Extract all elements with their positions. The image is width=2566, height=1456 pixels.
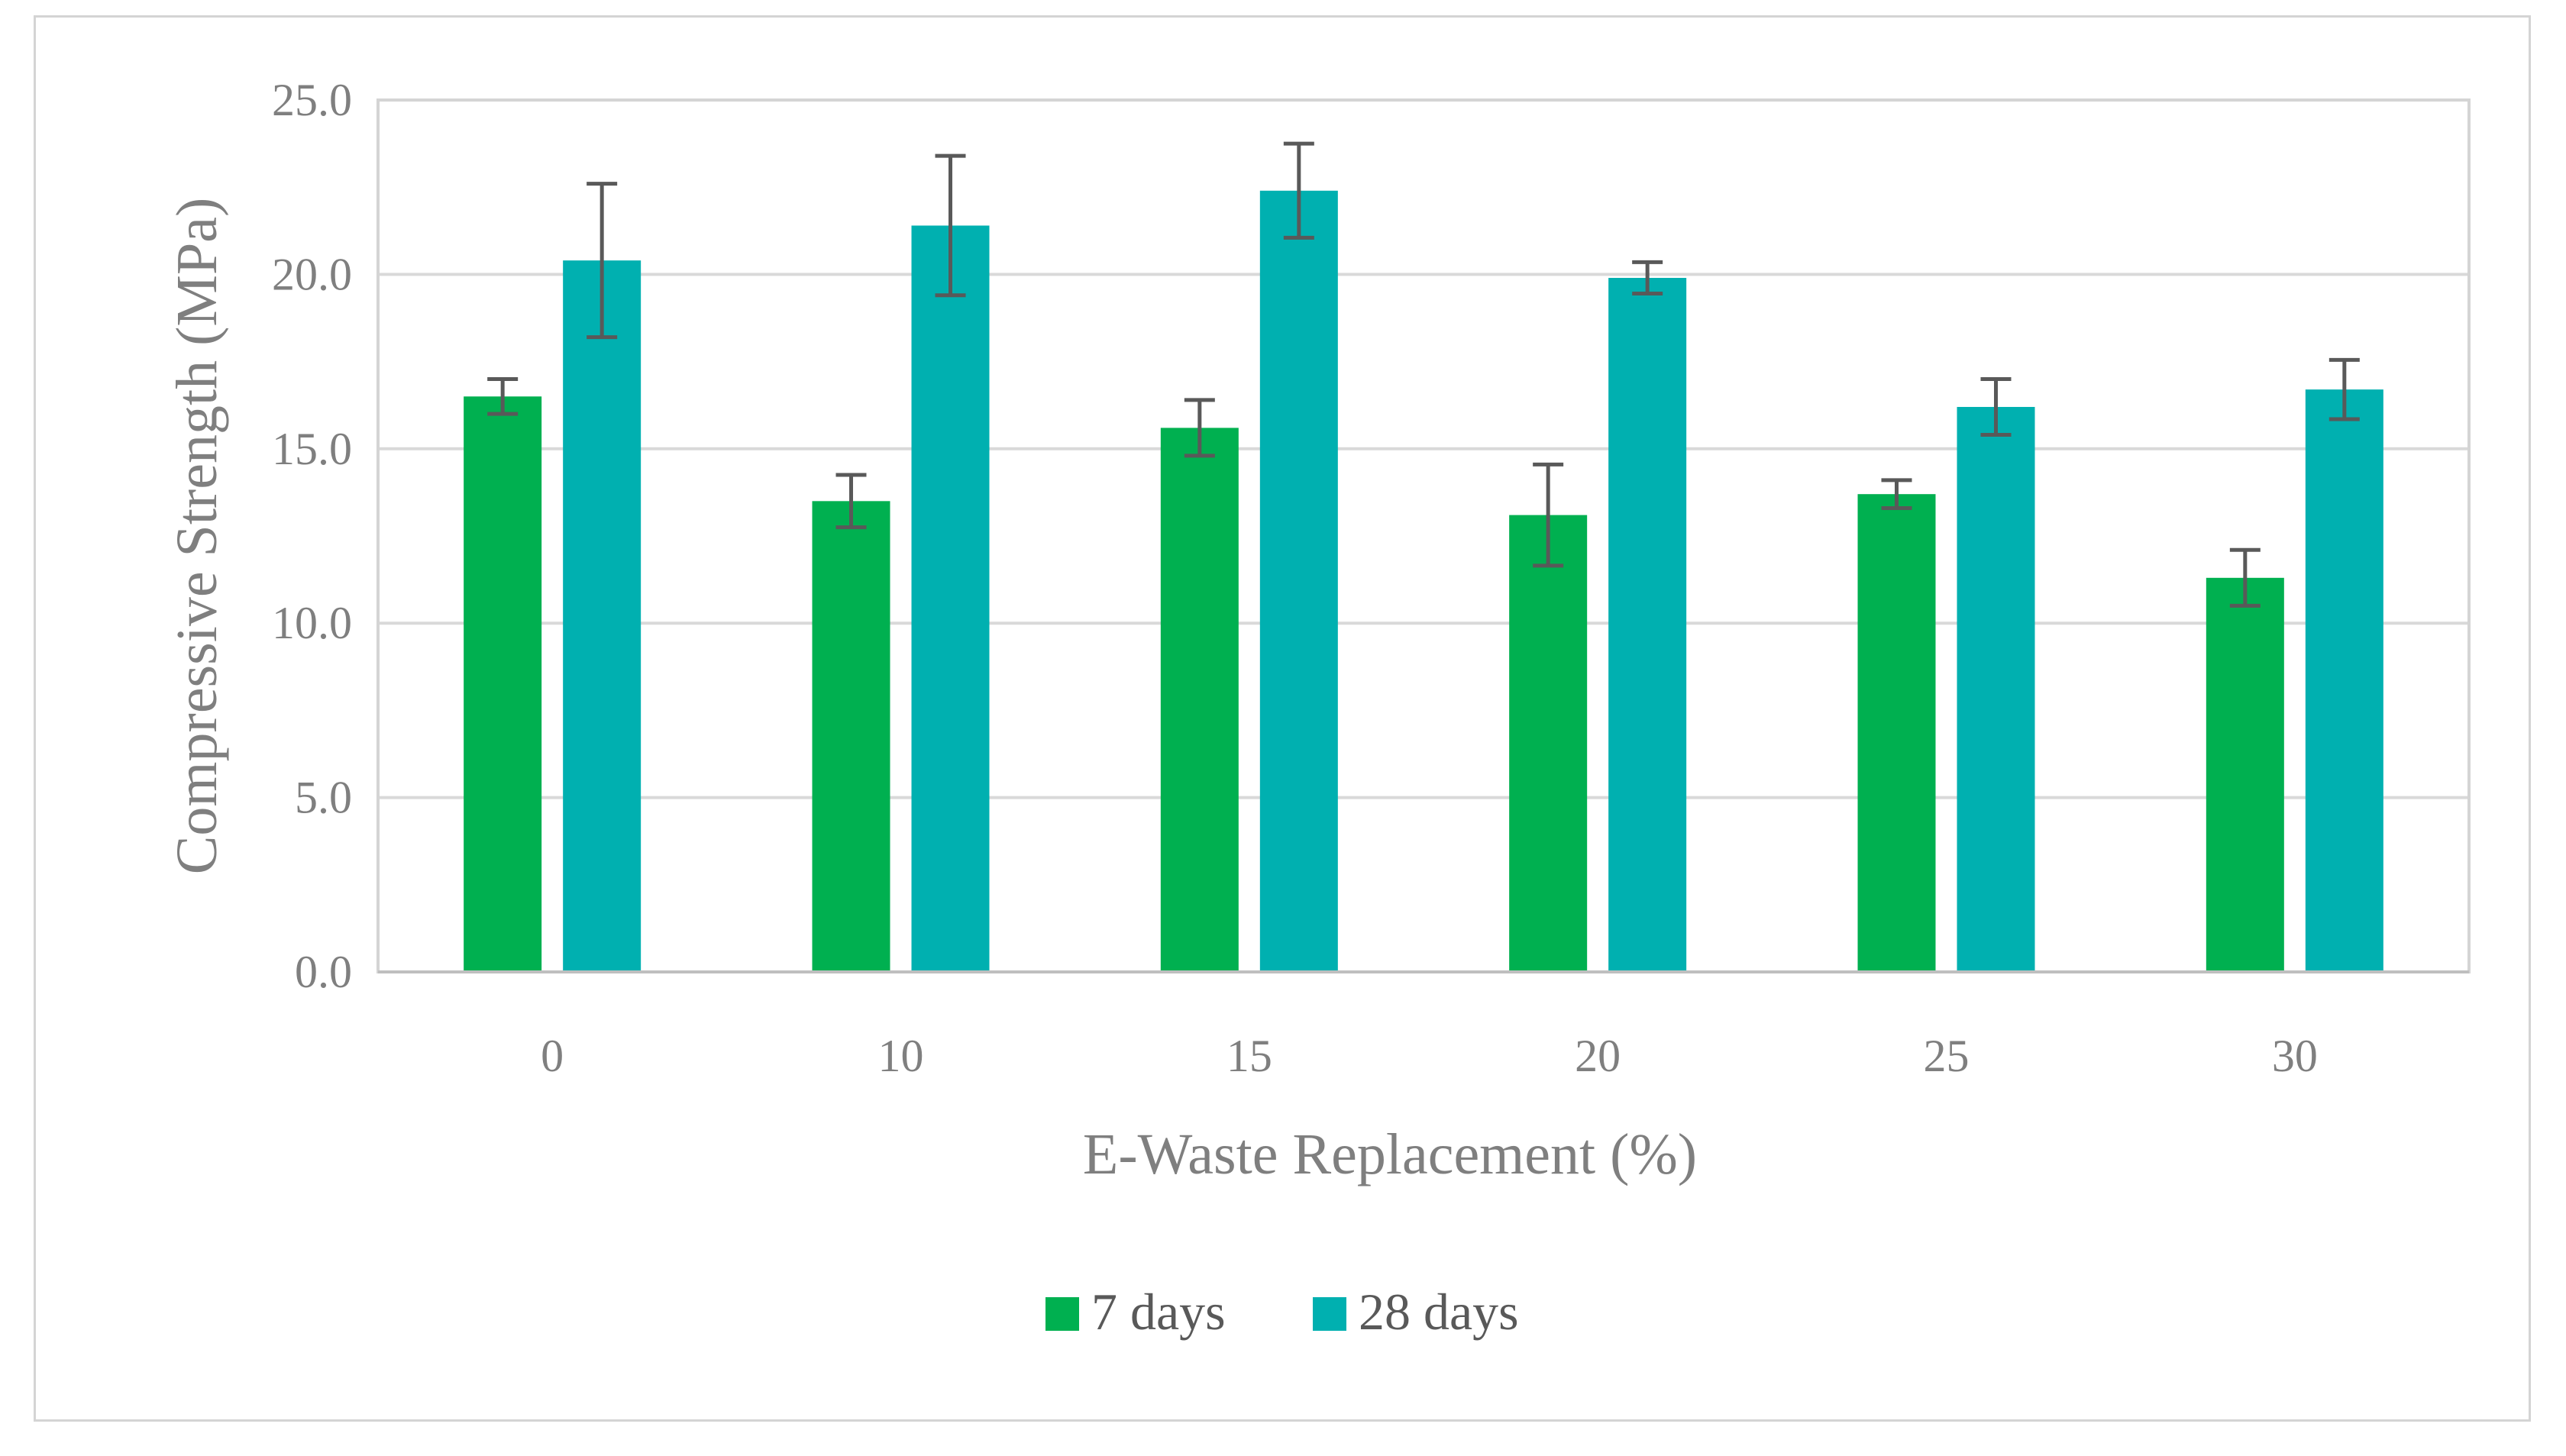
legend: 7 days 28 days xyxy=(1045,1283,1519,1341)
x-axis-title: E-Waste Replacement (%) xyxy=(1083,1122,1697,1186)
error-bar xyxy=(1184,398,1215,458)
bar xyxy=(1957,406,2035,972)
bar xyxy=(1509,515,1588,972)
y-tick-label: 0.0 xyxy=(295,947,352,997)
bar xyxy=(1160,428,1239,972)
y-tick-label: 20.0 xyxy=(272,249,352,299)
legend-swatch xyxy=(1045,1297,1079,1331)
x-tick-label: 30 xyxy=(2272,1031,2318,1081)
x-tick-label: 20 xyxy=(1575,1031,1621,1081)
error-bars xyxy=(487,141,2360,608)
bars xyxy=(464,190,2383,972)
error-bar xyxy=(587,182,618,340)
bar xyxy=(1857,494,1936,972)
error-bar xyxy=(1283,141,1314,240)
x-tick-label: 25 xyxy=(1924,1031,1970,1081)
plot-area-border xyxy=(376,98,2471,973)
legend-item: 7 days xyxy=(1045,1283,1226,1341)
bar xyxy=(1259,190,1338,972)
gridlines xyxy=(378,98,2469,799)
bar xyxy=(2206,577,2284,972)
chart-frame: 0.0 5.0 10.0 15.0 20.0 25.0 0 10 15 20 25 30 Compr… xyxy=(34,15,2531,1422)
y-tick-label: 5.0 xyxy=(295,773,352,823)
error-bar xyxy=(1632,260,1663,296)
y-tick-labels: 0.0 5.0 10.0 15.0 20.0 25.0 xyxy=(272,75,352,997)
y-axis-title: Compressive Strength (MPa) xyxy=(165,198,229,875)
legend-label: 7 days xyxy=(1091,1283,1226,1341)
legend-swatch xyxy=(1313,1297,1346,1331)
error-bar xyxy=(935,153,966,298)
error-bar xyxy=(2328,357,2360,421)
error-bar xyxy=(1881,478,1912,510)
legend-item: 28 days xyxy=(1313,1283,1519,1341)
bar xyxy=(1608,277,1687,972)
error-bar xyxy=(1533,462,1564,568)
bar-chart: 0.0 5.0 10.0 15.0 20.0 25.0 0 10 15 20 25 30 Compr… xyxy=(165,75,2471,1341)
bar xyxy=(464,396,542,972)
x-tick-label: 10 xyxy=(878,1031,924,1081)
error-bar xyxy=(487,376,519,416)
y-tick-label: 25.0 xyxy=(272,75,352,125)
error-bar xyxy=(835,473,867,530)
bar xyxy=(812,501,890,972)
y-tick-label: 15.0 xyxy=(272,424,352,474)
bar xyxy=(2305,389,2383,972)
error-bar xyxy=(1980,376,2012,437)
legend-label: 28 days xyxy=(1359,1283,1519,1341)
x-tick-labels: 0 10 15 20 25 30 xyxy=(541,1031,2318,1081)
bar xyxy=(563,260,642,972)
x-tick-label: 15 xyxy=(1226,1031,1272,1081)
y-tick-label: 10.0 xyxy=(272,598,352,648)
bar xyxy=(911,225,990,972)
error-bar xyxy=(2229,547,2261,608)
x-tick-label: 0 xyxy=(541,1031,564,1081)
